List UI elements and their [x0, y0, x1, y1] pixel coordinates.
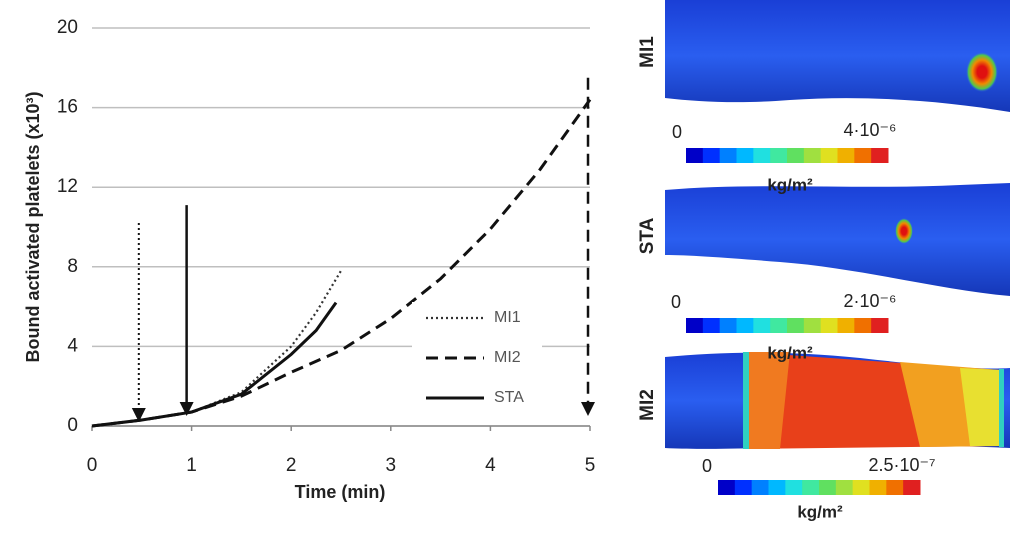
colorbar-max: 2.5·10⁻⁷: [868, 455, 935, 475]
x-axis-label: Time (min): [295, 482, 386, 502]
legend-label: STA: [494, 389, 524, 406]
vessel-sta: [665, 183, 1010, 296]
y-tick-label: 16: [57, 97, 78, 118]
colorbar-cell: [720, 148, 737, 163]
colorbar-cell: [787, 148, 804, 163]
colorbar-cell: [753, 318, 770, 333]
colorbar-max: 4·10⁻⁶: [844, 120, 897, 140]
y-tick-label: 4: [67, 335, 78, 356]
legend-label: MI2: [494, 349, 521, 366]
colorbar-cell: [838, 318, 855, 333]
colorbar-cell: [871, 148, 888, 163]
hotspot: [895, 218, 913, 244]
colorbar-cell: [854, 148, 871, 163]
colorbar-unit: kg/m²: [767, 343, 813, 362]
y-axis-label: Bound activated platelets (x10³): [23, 91, 43, 362]
colorbar-cell: [770, 318, 787, 333]
colorbar-cell: [718, 480, 735, 495]
colorbar-cell: [802, 480, 819, 495]
colorbar-cell: [787, 318, 804, 333]
deposit-edge: [999, 369, 1004, 447]
colorbar-cell: [737, 318, 754, 333]
colorbar-cell: [821, 148, 838, 163]
colorbar-cell: [785, 480, 802, 495]
colorbar-cell: [886, 480, 903, 495]
colorbar-max: 2·10⁻⁶: [844, 291, 897, 311]
colorbar-cell: [870, 480, 887, 495]
colorbar-cell: [686, 318, 703, 333]
colorbar-cell: [770, 148, 787, 163]
colorbar-unit: kg/m²: [767, 175, 813, 194]
panel-label: MI2: [637, 389, 658, 421]
legend-label: MI1: [494, 309, 521, 326]
colorbar-cell: [753, 148, 770, 163]
colorbar-cell: [819, 480, 836, 495]
hotspot: [966, 52, 998, 92]
colorbar-cell: [735, 480, 752, 495]
colorbar-cell: [804, 148, 821, 163]
colorbar-cell: [769, 480, 786, 495]
colorbar-cell: [752, 480, 769, 495]
figure: 048121620012345MI1MI2STA Time (min) Boun…: [0, 0, 1014, 534]
x-tick-label: 2: [286, 455, 297, 476]
y-tick-label: 12: [57, 176, 78, 197]
colorbar-min: 0: [702, 456, 712, 476]
x-tick-label: 1: [186, 455, 197, 476]
x-tick-label: 4: [485, 455, 496, 476]
x-tick-label: 5: [585, 455, 596, 476]
colorbar-min: 0: [671, 292, 681, 312]
colorbar-cell: [853, 480, 870, 495]
colorbar-cell: [703, 148, 720, 163]
colorbar-cell: [871, 318, 888, 333]
colorbar-cell: [821, 318, 838, 333]
x-tick-label: 3: [386, 455, 397, 476]
colorbar-cell: [838, 148, 855, 163]
colorbar-cell: [703, 318, 720, 333]
deposit-edge: [743, 352, 749, 449]
x-tick-label: 0: [87, 455, 98, 476]
vessel-mi1: [665, 0, 1010, 112]
y-tick-label: 20: [57, 17, 78, 38]
colorbar-min: 0: [672, 122, 682, 142]
series-line: [92, 303, 336, 426]
colorbar-cell: [804, 318, 821, 333]
y-tick-label: 8: [67, 256, 78, 277]
colorbar-cell: [720, 318, 737, 333]
arrow-head: [581, 402, 595, 416]
y-tick-label: 0: [67, 415, 78, 436]
panel-label: STA: [637, 217, 658, 254]
colorbar-cell: [686, 148, 703, 163]
panel-label: MI1: [637, 36, 658, 68]
colorbar-cell: [836, 480, 853, 495]
colorbar-cell: [903, 480, 920, 495]
colorbar-cell: [854, 318, 871, 333]
colorbar-cell: [737, 148, 754, 163]
colorbar-unit: kg/m²: [797, 502, 843, 521]
